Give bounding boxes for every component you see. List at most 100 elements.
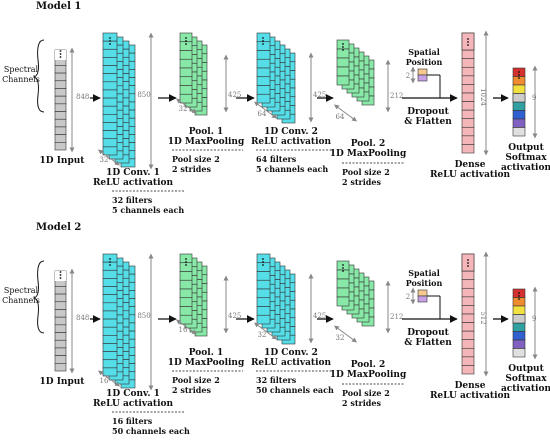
- flatten-label: & Flatten: [404, 338, 452, 348]
- input-column-cell: [54, 347, 67, 356]
- conv1-stack-layer-cell: [102, 32, 118, 42]
- dense-dots: [467, 38, 469, 46]
- dense-column-cell: [461, 296, 475, 306]
- conv2-stack-layer-cell: [256, 306, 271, 316]
- input-name: 1D Input: [40, 377, 86, 387]
- conv1-stack-layer-cell: [102, 130, 118, 140]
- conv2-stack-layer-cell: [256, 314, 271, 325]
- conv1-width-arrow: [97, 149, 121, 166]
- dense-dots-dot: [467, 41, 469, 43]
- dense-column-cell: [461, 92, 475, 102]
- dense-name: Dense: [455, 160, 486, 170]
- conv1-filters: 32 filters: [112, 195, 153, 205]
- output-cell: [512, 93, 526, 103]
- conv2-stack-layer-cell: [256, 93, 271, 104]
- dense-dots-dot: [467, 262, 469, 264]
- pool1-name: Pool. 1: [189, 127, 223, 137]
- output-cell: [512, 331, 526, 341]
- dense-dots: [467, 259, 469, 267]
- conv2-stack-layer-cell: [256, 262, 271, 272]
- conv1-dim-w: 16: [100, 377, 109, 385]
- conv1-stack-layer-cell: [102, 97, 118, 107]
- conv2-stack-layer-cell: [256, 58, 271, 69]
- pool2-stack: [336, 39, 375, 106]
- spatial-dim: 2: [406, 293, 410, 301]
- conv2-stack-layer-cell: [256, 297, 271, 307]
- conv1-stack-layer-cell: [102, 351, 118, 361]
- dense-column-cell: [461, 66, 475, 77]
- input-column-cell: [54, 309, 67, 318]
- dense-dots-dot: [467, 38, 469, 40]
- input-dots: [59, 271, 62, 279]
- conv1-stack-layer-cell: [102, 286, 118, 295]
- conv1-stack: [102, 253, 136, 389]
- pool1-dots-dot: [185, 258, 187, 260]
- conv2-dim-h: 425: [313, 91, 326, 99]
- conv1-stack-layer-cell: [102, 269, 118, 279]
- pool2-dots-dot: [342, 264, 344, 266]
- dense-column: [461, 32, 475, 154]
- pool1-stack-layer-cell: [179, 271, 193, 281]
- input-brace: [32, 260, 45, 334]
- input-column-cell: [54, 363, 67, 372]
- input-brace: [32, 39, 45, 113]
- pool2-pool-size: Pool size 2: [342, 167, 390, 177]
- input-dots-dot: [59, 277, 62, 279]
- conv2-filters: 64 filters: [256, 154, 297, 164]
- input-dots: [59, 50, 62, 58]
- pool1-dots: [185, 258, 187, 266]
- pool2-dim-h: 212: [390, 313, 403, 321]
- input-dim-label: 848: [76, 314, 89, 322]
- pool2-stack-layer-cell: [336, 296, 350, 307]
- dense-column-cell: [461, 330, 475, 341]
- conv1-stack-layer-cell: [102, 105, 118, 115]
- dense-column-cell: [461, 279, 475, 289]
- dense-column-cell: [461, 270, 475, 281]
- conv1-stack-layer: [102, 253, 118, 377]
- conv1-dots-dot: [109, 43, 111, 45]
- pool1-strides: 2 strides: [172, 164, 211, 174]
- conv1-stack-layer-cell: [102, 138, 118, 148]
- conv1-stack-layer-cell: [102, 359, 118, 369]
- conv2-activation: ReLU activation: [251, 137, 332, 147]
- output-cell: [512, 101, 526, 111]
- input-column-cell: [54, 293, 67, 303]
- conv1-stack-layer-cell: [102, 278, 118, 287]
- conv1-stack-layer: [102, 32, 118, 156]
- input-column: [54, 49, 67, 151]
- input-dots-dot: [59, 50, 62, 52]
- conv2-dots-dot: [262, 40, 264, 42]
- pool2-stack: [336, 260, 375, 327]
- input-side-label: Spectral: [4, 65, 39, 74]
- input-column-cell: [54, 126, 67, 135]
- output-cell: [512, 314, 526, 324]
- conv2-stack-layer-cell: [256, 41, 271, 51]
- conv1-stack-layer-cell: [102, 89, 118, 99]
- input-column-cell: [54, 142, 67, 151]
- conv1-stack-layer-cell: [102, 81, 118, 91]
- conv2-stack-layer-cell: [256, 279, 271, 290]
- input-column-cell: [54, 80, 67, 89]
- pool1-width-arrow: [175, 98, 198, 114]
- conv1-stack-layer-cell: [102, 326, 118, 336]
- conv2-name: 1D Conv. 2: [264, 127, 318, 137]
- dense-column-cell: [461, 356, 475, 366]
- input-column-cell: [54, 316, 67, 326]
- dense-column: [461, 253, 475, 375]
- input-gap: [55, 271, 66, 281]
- pool1-dim-h: 425: [228, 312, 241, 320]
- pool1-stack-layer-cell: [179, 93, 193, 104]
- dense-column-cell: [461, 347, 475, 358]
- dense-column-cell: [461, 144, 475, 154]
- pool1-dots-dot: [185, 261, 187, 263]
- conv1-stack-layer-cell: [102, 294, 118, 304]
- pool1-stack-layer-cell: [179, 67, 193, 78]
- dense-dots-dot: [467, 44, 469, 46]
- conv1-name: 1D Conv. 1: [106, 168, 160, 178]
- model-title: Model 1: [36, 1, 81, 12]
- input-column-cell: [54, 355, 67, 364]
- dense-column-cell: [461, 118, 475, 128]
- pool2-type: 1D MaxPooling: [330, 149, 407, 159]
